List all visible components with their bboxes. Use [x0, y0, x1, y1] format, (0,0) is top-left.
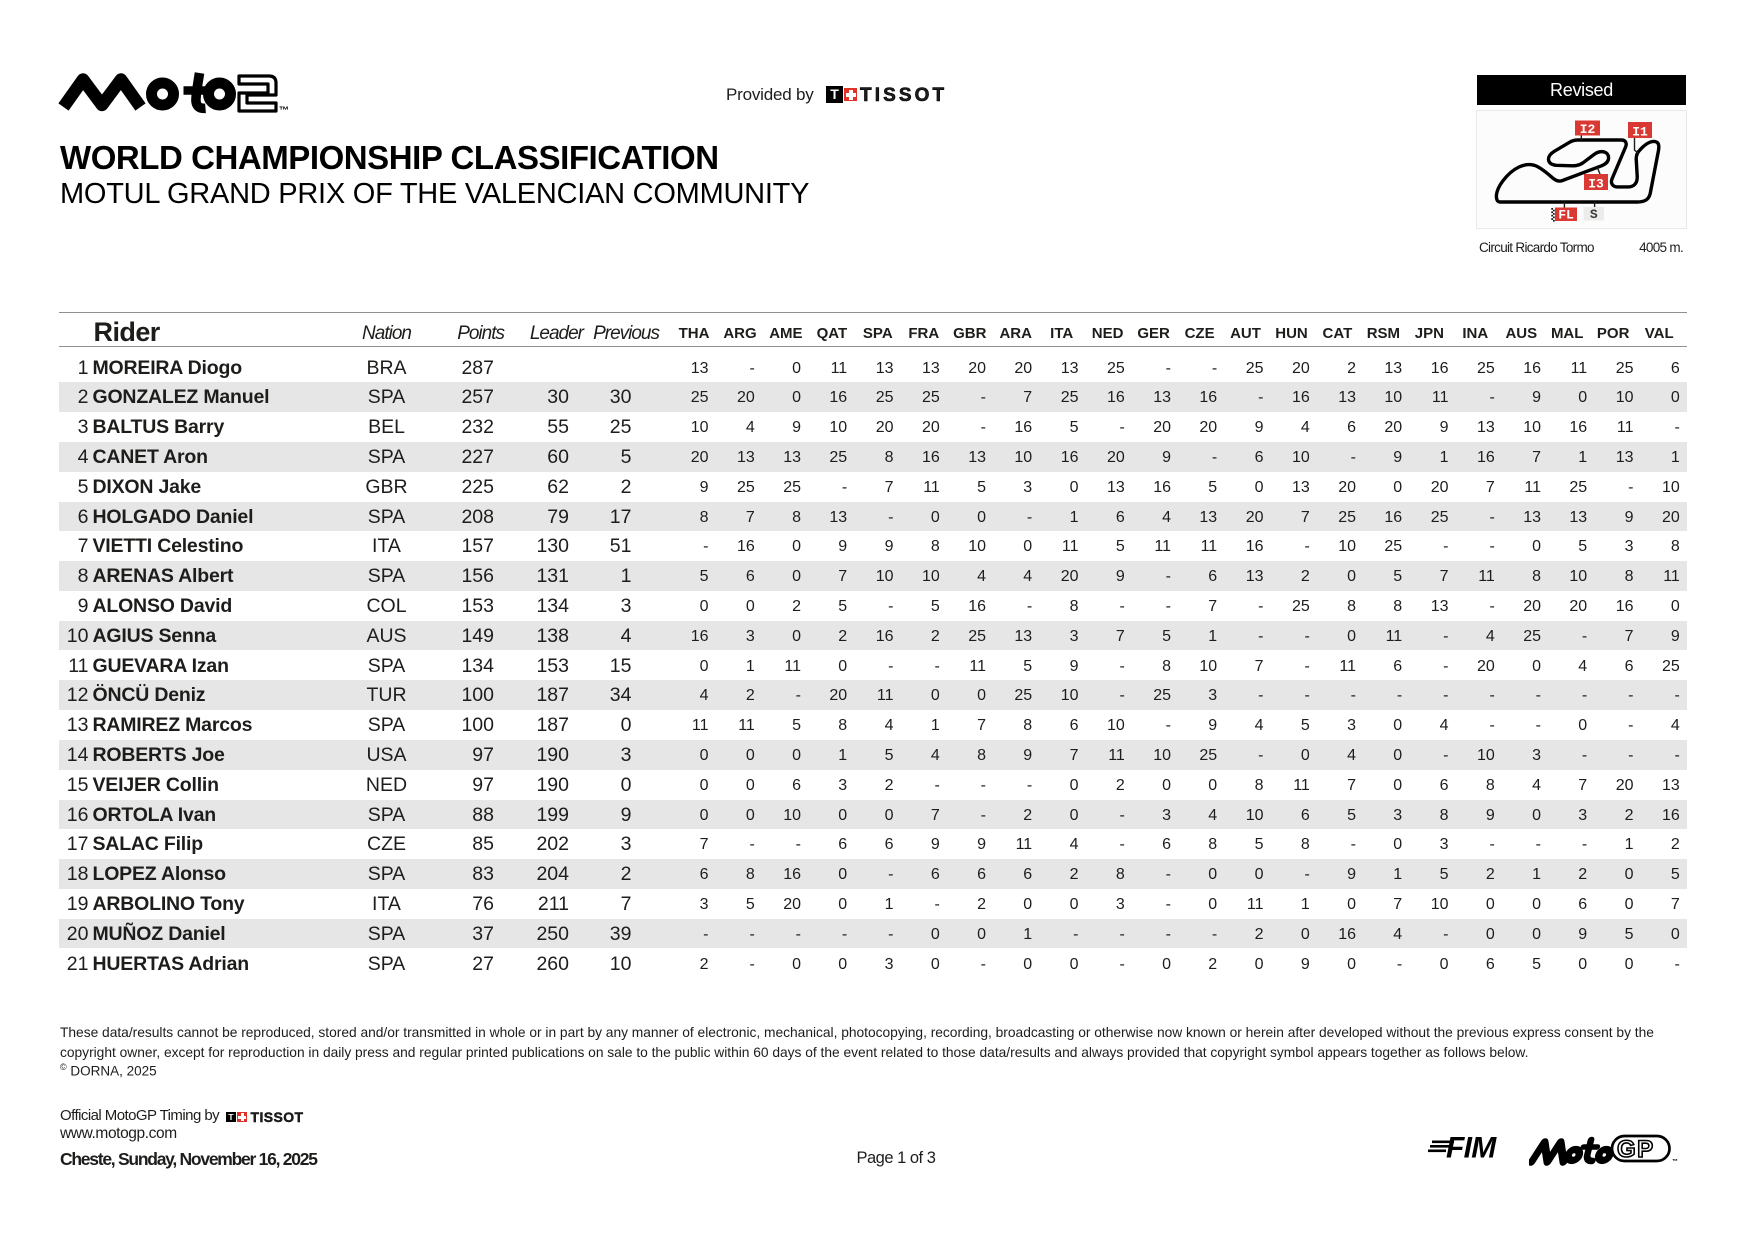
svg-text:GP: GP: [1617, 1136, 1655, 1163]
svg-text:I3: I3: [1588, 176, 1604, 191]
svg-text:I2: I2: [1580, 122, 1596, 137]
svg-text:™: ™: [279, 106, 289, 117]
svg-text:S: S: [1590, 207, 1598, 222]
svg-text:FL: FL: [1558, 208, 1574, 223]
svg-text:I1: I1: [1632, 124, 1648, 139]
svg-text:FIM: FIM: [1446, 1132, 1497, 1162]
svg-text:™: ™: [1672, 1158, 1678, 1165]
